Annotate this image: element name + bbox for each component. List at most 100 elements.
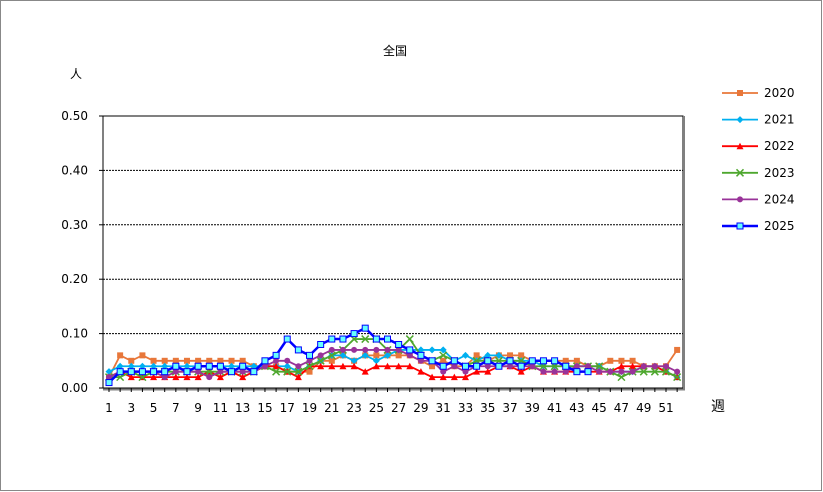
data-point [629, 362, 637, 370]
data-point [551, 368, 558, 375]
data-point [161, 362, 169, 370]
data-point [384, 351, 391, 359]
data-point [295, 363, 302, 370]
x-tick-label: 3 [127, 401, 135, 415]
data-point [562, 362, 570, 370]
data-point [272, 367, 281, 376]
data-point [473, 352, 480, 359]
data-point [216, 362, 224, 370]
data-point [384, 362, 391, 370]
x-tick-label: 25 [369, 401, 384, 415]
data-point [339, 346, 346, 353]
data-point [439, 346, 447, 354]
x-tick-label: 43 [569, 401, 584, 415]
data-point [517, 362, 525, 370]
x-tick-label: 5 [150, 401, 158, 415]
data-point [172, 373, 180, 381]
data-point [372, 335, 380, 343]
plot-area [102, 115, 684, 389]
data-point [629, 357, 636, 364]
data-point [194, 362, 202, 370]
data-point [650, 367, 659, 376]
data-point [195, 357, 202, 364]
series-line [108, 349, 678, 379]
data-point [529, 363, 536, 370]
data-point [138, 362, 146, 370]
data-point [372, 362, 380, 370]
data-point [339, 335, 347, 343]
data-point [250, 368, 258, 376]
data-point [183, 362, 191, 370]
data-point [127, 368, 135, 376]
x-tick-label: 49 [636, 401, 651, 415]
data-point [473, 368, 481, 375]
data-point [105, 379, 113, 387]
data-point [339, 351, 347, 359]
data-point [161, 374, 168, 381]
data-point [361, 368, 369, 375]
data-point [428, 373, 436, 381]
data-point [116, 368, 124, 376]
data-point [306, 351, 314, 359]
data-point [273, 357, 280, 364]
data-point [673, 373, 682, 382]
data-point [674, 368, 681, 375]
data-point [573, 368, 581, 376]
data-point [216, 373, 224, 381]
legend-label: 2020 [764, 86, 795, 100]
data-point [450, 373, 458, 381]
x-tick-label: 41 [547, 401, 562, 415]
legend-item-2024: 2024 [722, 192, 795, 206]
data-point [484, 368, 492, 375]
data-point [239, 368, 246, 375]
data-point [317, 352, 324, 359]
y-tick-label: 0.40 [61, 163, 88, 177]
data-point [206, 374, 213, 381]
x-tick-label: 51 [658, 401, 673, 415]
data-point [406, 346, 414, 354]
data-point [674, 346, 681, 353]
data-point [640, 363, 647, 370]
data-point [328, 346, 335, 353]
data-point [429, 363, 436, 370]
data-point [484, 351, 492, 359]
data-point [183, 373, 191, 381]
y-tick-label: 0.20 [61, 272, 88, 286]
data-point [507, 363, 514, 370]
data-point [316, 356, 325, 365]
x-tick-label: 15 [257, 401, 272, 415]
data-point [518, 352, 525, 359]
legend-label: 2025 [764, 219, 795, 233]
chart-title: 全国 [383, 43, 407, 58]
data-point [528, 357, 536, 365]
x-tick-label: 39 [525, 401, 540, 415]
data-point [228, 368, 236, 376]
data-point [373, 346, 380, 353]
data-point [461, 351, 469, 359]
data-point [440, 357, 447, 364]
data-point [117, 352, 124, 359]
legend-label: 2023 [764, 166, 795, 180]
data-point [417, 351, 425, 359]
data-point [439, 362, 447, 370]
data-point [217, 368, 224, 375]
data-point [351, 346, 358, 353]
data-point [161, 357, 168, 364]
data-point [661, 367, 671, 376]
data-point [339, 362, 347, 370]
data-point [194, 373, 202, 381]
data-point [617, 373, 626, 382]
x-tick-label: 29 [413, 401, 428, 415]
data-point [150, 373, 158, 381]
data-point [317, 340, 325, 348]
legend-marker [735, 168, 745, 177]
data-point [272, 362, 280, 370]
x-tick-label: 47 [614, 401, 629, 415]
data-point [195, 368, 202, 375]
x-axis-label: 週 [711, 399, 725, 415]
data-point [395, 352, 402, 359]
data-point [328, 357, 335, 364]
data-point [573, 363, 580, 370]
data-point [629, 368, 636, 375]
